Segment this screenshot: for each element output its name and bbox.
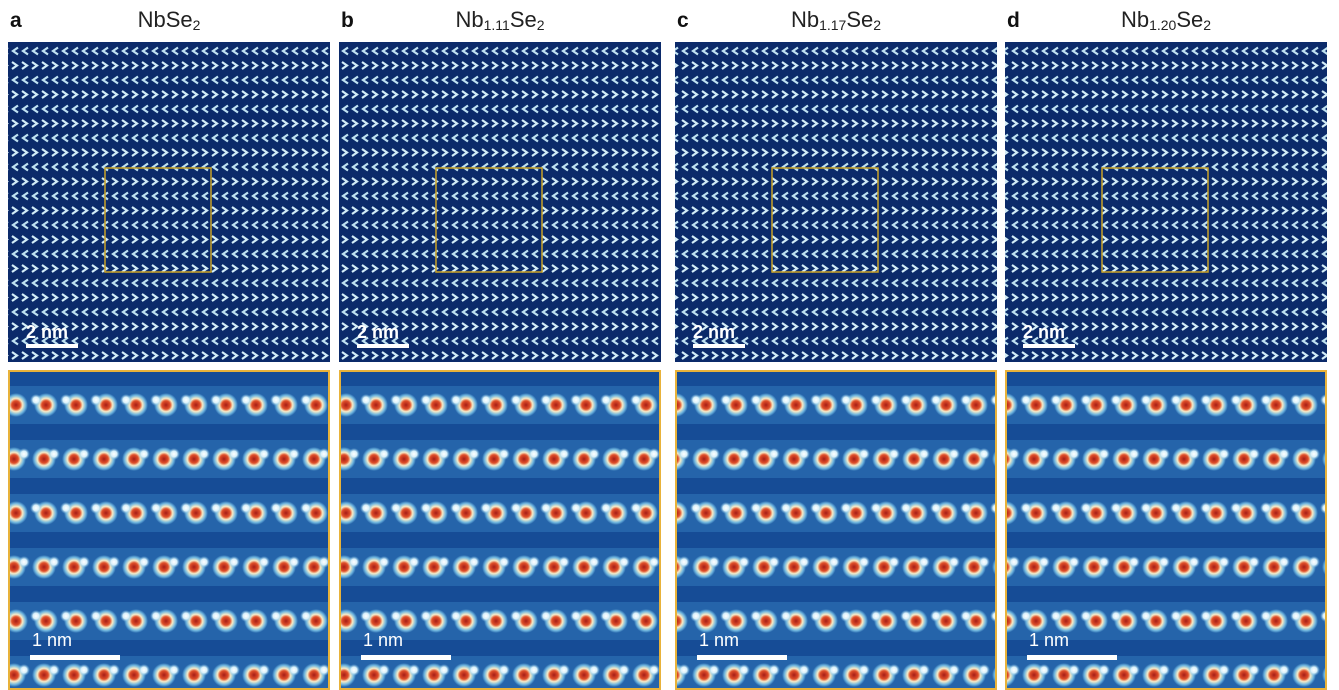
title-part: Nb xyxy=(1121,7,1149,32)
title-part: 1.11 xyxy=(484,17,510,33)
figure: aNbSe22 nm1 nmbNb1.11Se22 nm1 nmcNb1.17S… xyxy=(0,0,1339,690)
scale-bar xyxy=(1027,655,1117,660)
title-part: Se xyxy=(846,7,873,32)
title-part: Nb xyxy=(455,7,483,32)
title-part: 1.20 xyxy=(1149,17,1176,33)
scale-label: 2 nm xyxy=(357,322,399,342)
scale-label: 1 nm xyxy=(32,630,72,650)
panel-label: d xyxy=(1007,9,1020,32)
panel-title: Nb1.20Se2 xyxy=(1121,7,1211,33)
title-part: 2 xyxy=(537,17,545,33)
title-part: 2 xyxy=(193,17,201,33)
panel-label: b xyxy=(341,9,354,32)
scale-bar xyxy=(30,655,120,660)
panel: a NbSe2 2 nm 1 nm xyxy=(8,7,330,689)
overview-image xyxy=(1005,42,1327,362)
title-part: Nb xyxy=(791,7,819,32)
scale-label: 1 nm xyxy=(363,630,403,650)
panel-title: NbSe2 xyxy=(138,7,201,33)
panel: b Nb1.11Se2 2 nm 1 nm xyxy=(339,7,661,689)
scale-bar xyxy=(361,655,451,660)
panel-title: Nb1.17Se2 xyxy=(791,7,881,33)
title-part: NbSe xyxy=(138,7,193,32)
scale-bar xyxy=(357,344,409,348)
scale-bar xyxy=(697,655,787,660)
title-part: 1.17 xyxy=(819,17,846,33)
scale-label: 1 nm xyxy=(1029,630,1069,650)
scale-label: 1 nm xyxy=(699,630,739,650)
scale-label: 2 nm xyxy=(1023,322,1065,342)
overview-image xyxy=(8,42,330,362)
title-part: 2 xyxy=(873,17,881,33)
overview-image xyxy=(339,42,661,362)
scale-bar xyxy=(693,344,745,348)
title-part: Se xyxy=(510,7,537,32)
scale-label: 2 nm xyxy=(693,322,735,342)
panel-label: c xyxy=(677,9,689,32)
scale-bar xyxy=(26,344,78,348)
title-part: 2 xyxy=(1203,17,1211,33)
panel-title: Nb1.11Se2 xyxy=(455,7,544,33)
title-part: Se xyxy=(1176,7,1203,32)
panel: d Nb1.20Se2 2 nm 1 nm xyxy=(1005,7,1327,689)
panel: c Nb1.17Se2 2 nm 1 nm xyxy=(675,7,997,689)
overview-image xyxy=(675,42,997,362)
scale-label: 2 nm xyxy=(26,322,68,342)
scale-bar xyxy=(1023,344,1075,348)
panel-label: a xyxy=(10,9,22,32)
